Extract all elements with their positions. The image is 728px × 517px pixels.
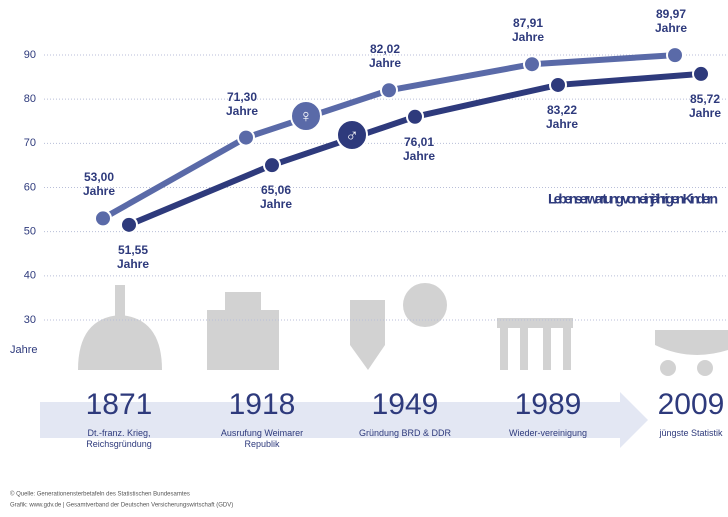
event-label: Ausrufung Weimarer Republik: [220, 428, 304, 449]
point: [549, 75, 567, 94]
y-tick-label: 60: [24, 181, 36, 193]
y-tick-label: 50: [24, 226, 36, 238]
value-label: 53,00 Jahre: [82, 170, 116, 199]
value-label: 65,06 Jahre: [259, 183, 293, 212]
value-label: 82,02 Jahre: [368, 42, 402, 71]
value-label: 71,30 Jahre: [225, 89, 259, 118]
value-label: 89,97 Jahre: [654, 7, 688, 36]
year-label: 1871: [85, 388, 153, 421]
point: [237, 128, 255, 147]
value-label: 85,72 Jahre: [688, 91, 722, 120]
point: [263, 156, 281, 175]
event-label: Gründung BRD & DDR: [358, 428, 452, 438]
event-label: Wieder-vereinigung: [508, 428, 588, 438]
source: © Quelle: Generationensterbetafeln des S…: [10, 491, 190, 498]
y-tick-label: 40: [24, 270, 36, 282]
point: [666, 46, 684, 65]
source: Grafik: www.gdv.de | Gesamtverband der D…: [10, 503, 233, 509]
y-axis-label: Jahre: [10, 344, 38, 356]
legend-label: ♀: [299, 106, 313, 126]
point: [406, 107, 424, 126]
point: [94, 209, 112, 228]
legend-marker: [290, 100, 322, 132]
timeline-arrow: [40, 392, 648, 448]
y-tick-label: 80: [24, 93, 36, 105]
value-label: 87,91 Jahre: [511, 16, 545, 45]
legend-marker: [336, 119, 368, 151]
point: [120, 215, 138, 234]
y-tick-label: 90: [24, 49, 36, 61]
year-label: 2009: [657, 388, 725, 421]
y-tick-label: 30: [24, 314, 36, 326]
year-label: 1989: [514, 388, 582, 421]
value-label: 51,55 Jahre: [116, 242, 150, 271]
icons: [78, 283, 728, 376]
event-label: jüngste Statistik: [659, 428, 723, 438]
annotation: Lebenserwartung von einjährigen Kindern: [548, 191, 718, 207]
y-tick-label: 70: [24, 137, 36, 149]
point: [692, 64, 710, 83]
point: [523, 55, 541, 74]
event-label: Dt.-franz. Krieg, Reichsgründung: [86, 428, 152, 449]
point: [380, 81, 398, 100]
value-label: 83,22 Jahre: [545, 102, 579, 131]
year-label: 1918: [228, 388, 296, 421]
value-label: 76,01 Jahre: [402, 134, 436, 163]
year-label: 1949: [371, 388, 439, 421]
legend-label: ♂: [345, 125, 359, 145]
